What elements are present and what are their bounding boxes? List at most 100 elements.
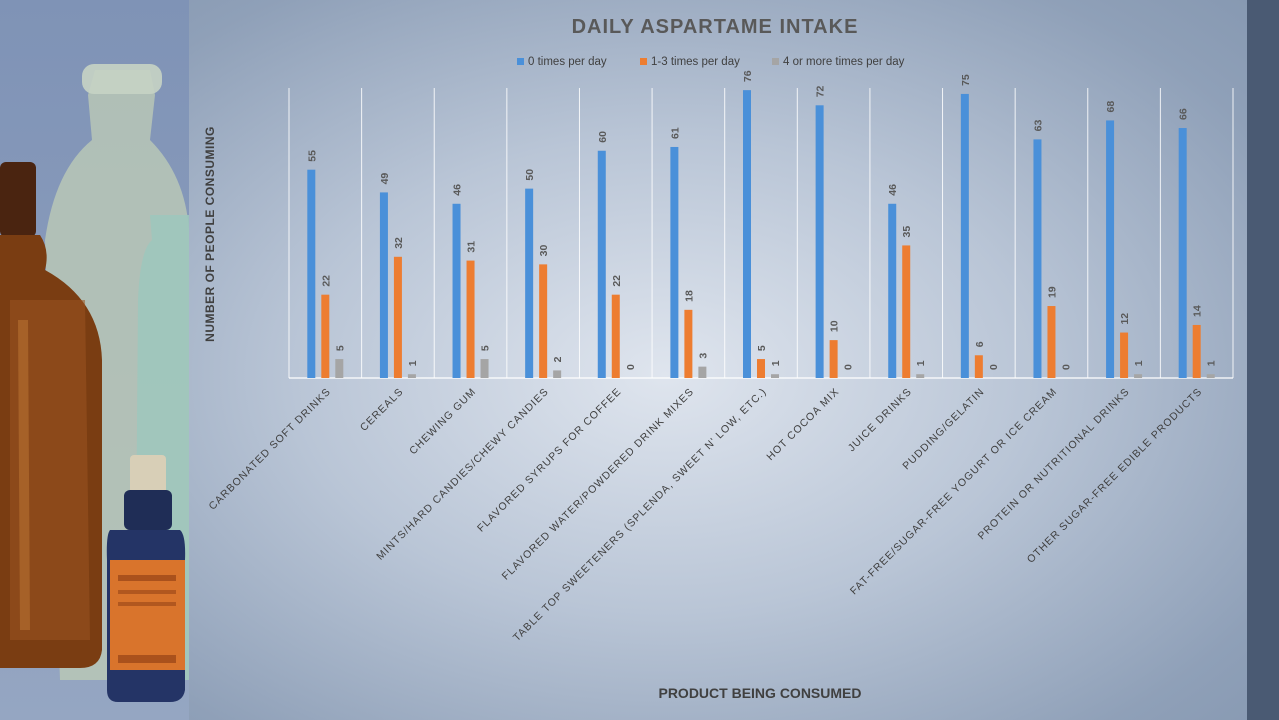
- data-label: 22: [320, 275, 332, 287]
- bar: [1106, 120, 1115, 378]
- data-label: 19: [1046, 286, 1058, 298]
- bar: [525, 188, 534, 378]
- bar: [771, 374, 779, 378]
- category-label: CARBONATED SOFT DRINKS: [207, 386, 334, 513]
- legend-label: 0 times per day: [528, 56, 607, 68]
- right-edge-bar: [1247, 0, 1279, 720]
- bar: [1134, 374, 1143, 378]
- bar: [1178, 128, 1187, 378]
- data-label: 1: [1133, 360, 1145, 366]
- bar: [307, 169, 316, 378]
- bar: [466, 260, 475, 378]
- data-label: 5: [756, 345, 768, 351]
- chart-title: DAILY ASPARTAME INTAKE: [572, 16, 859, 38]
- legend-swatch: [517, 58, 524, 65]
- bar: [670, 146, 679, 378]
- bar: [553, 370, 562, 378]
- bar: [407, 374, 416, 378]
- bar: [698, 366, 707, 378]
- data-label: 76: [742, 70, 754, 82]
- data-label: 3: [697, 353, 709, 359]
- category-label: MINTS/HARD CANDIES/CHEWY CANDIES: [374, 386, 551, 563]
- data-label: 2: [552, 356, 564, 362]
- category-label: PROTEIN OR NUTRITIONAL DRINKS: [976, 386, 1133, 543]
- legend-label: 1-3 times per day: [651, 56, 740, 68]
- data-label: 68: [1105, 101, 1117, 113]
- category-label: TABLE TOP SWEETENERS (SPLENDA, SWEET N' …: [511, 386, 769, 644]
- bar: [1192, 324, 1201, 378]
- data-label: 46: [887, 184, 899, 196]
- category-label: HOT COCOA MIX: [764, 386, 841, 463]
- bar: [888, 203, 897, 378]
- chart-legend: 0 times per day 1-3 times per day 4 or mor…: [517, 56, 905, 68]
- x-axis-title: PRODUCT BEING CONSUMED: [658, 685, 861, 701]
- bar: [1120, 332, 1129, 378]
- data-label: 0: [1060, 364, 1072, 370]
- data-label: 22: [611, 275, 623, 287]
- bar: [335, 359, 344, 378]
- bar: [960, 93, 969, 378]
- data-label: 18: [683, 290, 695, 302]
- bar: [829, 340, 838, 378]
- bottles-illustration: [0, 64, 189, 702]
- category-label: CHEWING GUM: [407, 386, 479, 458]
- decorative-bottles-photo: [0, 0, 189, 720]
- data-label: 60: [597, 131, 609, 143]
- bar: [916, 374, 925, 378]
- legend-swatch: [772, 58, 779, 65]
- data-label: 1: [407, 360, 419, 366]
- data-label: 55: [306, 150, 318, 162]
- y-axis-title: NUMBER OF PEOPLE CONSUMING: [203, 126, 217, 342]
- chart-slide: [189, 0, 1247, 720]
- data-label: 49: [379, 173, 391, 185]
- bar: [480, 359, 489, 378]
- bar: [393, 256, 402, 378]
- data-label: 61: [669, 127, 681, 139]
- data-label: 75: [960, 74, 972, 86]
- data-label: 12: [1119, 313, 1131, 325]
- data-label: 72: [815, 85, 827, 97]
- legend-swatch: [640, 58, 647, 65]
- bar: [902, 245, 911, 378]
- data-label: 5: [480, 345, 492, 351]
- data-label: 63: [1032, 120, 1044, 132]
- data-label: 1: [770, 360, 782, 366]
- bar: [684, 309, 693, 378]
- data-label: 32: [393, 237, 405, 249]
- data-label: 46: [452, 184, 464, 196]
- legend-label: 4 or more times per day: [783, 56, 905, 68]
- data-label: 30: [538, 245, 550, 257]
- category-label: PUDDING/GELATIN: [900, 386, 987, 473]
- bar: [611, 294, 620, 378]
- category-label: FLAVORED SYRUPS FOR COFFEE: [475, 386, 624, 535]
- bar: [597, 150, 606, 378]
- bar: [974, 355, 983, 378]
- data-label: 66: [1178, 108, 1190, 120]
- bar: [321, 294, 330, 378]
- data-label: 5: [334, 345, 346, 351]
- data-label: 31: [466, 241, 478, 253]
- bar: [743, 90, 751, 379]
- data-label: 6: [974, 341, 986, 347]
- bar: [539, 264, 548, 378]
- data-label: 0: [843, 364, 855, 370]
- bar: [1047, 306, 1056, 378]
- data-label: 0: [625, 364, 637, 370]
- data-label: 10: [829, 320, 841, 332]
- data-label: 14: [1192, 305, 1204, 317]
- bar: [757, 359, 765, 378]
- bar: [1033, 139, 1042, 378]
- category-label: OTHER SUGAR-FREE EDIBLE PRODUCTS: [1025, 386, 1205, 566]
- data-label: 50: [524, 169, 536, 181]
- data-label: 35: [901, 226, 913, 238]
- bar: [1206, 374, 1215, 378]
- data-label: 1: [915, 360, 927, 366]
- category-label: CEREALS: [358, 386, 406, 434]
- bar: [452, 203, 461, 378]
- data-label: 1: [1206, 360, 1218, 366]
- data-label: 0: [988, 364, 1000, 370]
- bar: [379, 192, 388, 378]
- bar: [815, 105, 824, 379]
